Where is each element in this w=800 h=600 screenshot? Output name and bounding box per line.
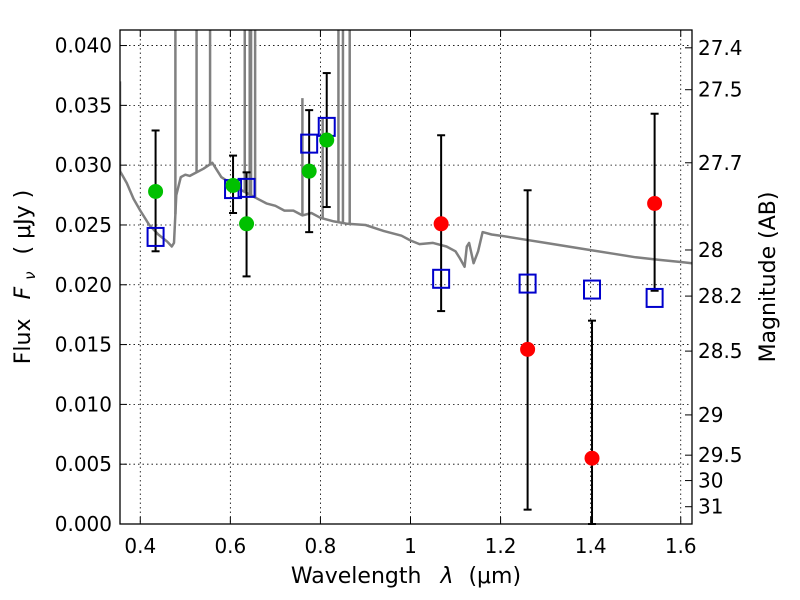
y-tick-label: 0.015 <box>55 333 112 357</box>
y2-tick-label: 27.4 <box>698 36 743 60</box>
green-data-point <box>319 132 335 148</box>
x-tick-label: 1.2 <box>485 534 517 558</box>
red-data-point <box>584 450 600 466</box>
y2-tick-label: 29.5 <box>698 443 743 467</box>
y2-tick-label: 27.5 <box>698 78 743 102</box>
model-flux-square <box>645 287 664 308</box>
y-axis-label-symbol: F <box>11 286 36 299</box>
x-tick-label: 0.4 <box>124 534 156 558</box>
y2-tick-label: 30 <box>698 469 723 493</box>
model-flux-square <box>583 279 602 300</box>
x-axis-label: Wavelength λ (μm) <box>291 564 521 589</box>
y-tick-label: 0.000 <box>55 512 112 536</box>
green-data-point <box>148 183 164 199</box>
green-data-point <box>301 163 317 179</box>
y-axis-label: Flux F ν ( μJy ) <box>11 190 41 364</box>
y-tick-label: 0.010 <box>55 392 112 416</box>
plot-background <box>120 30 692 524</box>
y2-tick-label: 27.7 <box>698 151 743 175</box>
x-tick-label: 1.6 <box>665 534 697 558</box>
y2-tick-label: 29 <box>698 403 723 427</box>
x-axis-label-unit: (μm) <box>468 564 521 589</box>
model-spectrum <box>120 30 692 269</box>
model-flux-square <box>146 226 165 247</box>
x-tick-label: 0.6 <box>214 534 246 558</box>
y2-tick-label: 28.5 <box>698 339 743 363</box>
x-tick-label: 1.4 <box>575 534 607 558</box>
y-axis-label-text: Flux <box>11 318 36 364</box>
x-tick-label: 1 <box>404 534 417 558</box>
y-axis-label-symbol-sub: ν <box>21 271 39 279</box>
model-flux-square <box>432 268 451 289</box>
red-data-point <box>520 341 536 357</box>
green-data-point <box>239 216 255 232</box>
y-tick-label: 0.030 <box>55 153 112 177</box>
y2-axis-label: Magnitude (AB) <box>756 192 781 363</box>
model-flux-square <box>518 273 537 294</box>
data-markers <box>146 116 664 466</box>
y-tick-label: 0.005 <box>55 452 112 476</box>
model-flux-square <box>300 133 319 154</box>
y2-tick-label: 31 <box>698 495 723 519</box>
green-data-point <box>225 177 241 193</box>
y-tick-label: 0.025 <box>55 213 112 237</box>
model-spectrum-line <box>120 161 692 269</box>
red-data-point <box>647 195 663 211</box>
y-tick-label: 0.020 <box>55 273 112 297</box>
x-axis-ticks: 0.4 0.6 0.8 1 1.2 1.4 1.6 <box>124 30 697 558</box>
y2-tick-label: 28 <box>698 238 723 262</box>
y2-tick-label: 28.2 <box>698 284 743 308</box>
y-tick-label: 0.035 <box>55 93 112 117</box>
red-data-point <box>433 216 449 232</box>
x-axis-label-text: Wavelength <box>291 564 422 589</box>
y-tick-label: 0.040 <box>55 34 112 58</box>
x-tick-label: 0.8 <box>305 534 337 558</box>
y-axis-label-unit: ( μJy ) <box>11 190 36 255</box>
plot-frame <box>119 29 693 525</box>
x-axis-label-symbol: λ <box>439 564 453 589</box>
y-axis-ticks: 0.000 0.005 0.010 0.015 0.020 0.025 0.030 0.035… <box>55 34 127 536</box>
